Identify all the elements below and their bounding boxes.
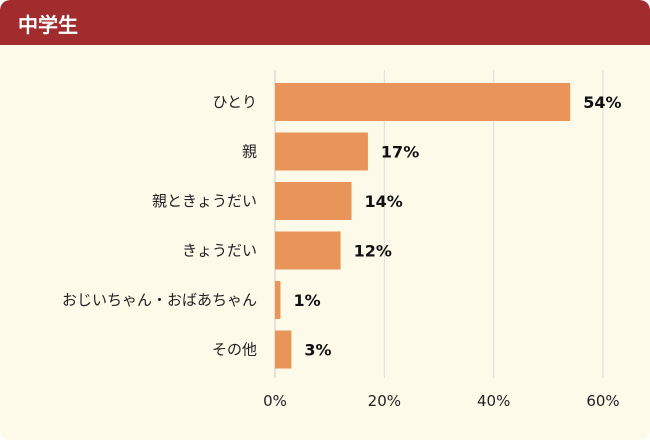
x-tick-label-3: 60% (586, 392, 619, 410)
chart-header: 中学生 (0, 0, 650, 45)
bar-3 (275, 231, 341, 270)
chart-title: 中学生 (18, 13, 78, 37)
category-label-1: 親 (242, 143, 257, 161)
x-tick-label-2: 40% (477, 392, 510, 410)
category-label-3: きょうだい (182, 242, 257, 260)
category-label-2: 親ときょうだい (152, 192, 257, 210)
bar-1 (275, 132, 368, 171)
bar-2 (275, 182, 352, 220)
x-tick-label-0: 0% (263, 392, 287, 410)
category-label-0: ひとり (212, 93, 257, 111)
value-label-1: 17% (381, 143, 419, 162)
category-label-4: おじいちゃん・おばあちゃん (62, 291, 257, 309)
category-label-5: その他 (212, 341, 257, 359)
x-tick-label-1: 20% (368, 392, 401, 410)
bar-5 (275, 330, 292, 369)
value-label-5: 3% (304, 341, 331, 360)
value-label-0: 54% (583, 93, 621, 112)
value-label-2: 14% (365, 192, 403, 211)
value-label-3: 12% (354, 242, 392, 261)
bar-4 (275, 281, 281, 319)
value-label-4: 1% (293, 291, 320, 310)
bar-0 (275, 83, 571, 121)
